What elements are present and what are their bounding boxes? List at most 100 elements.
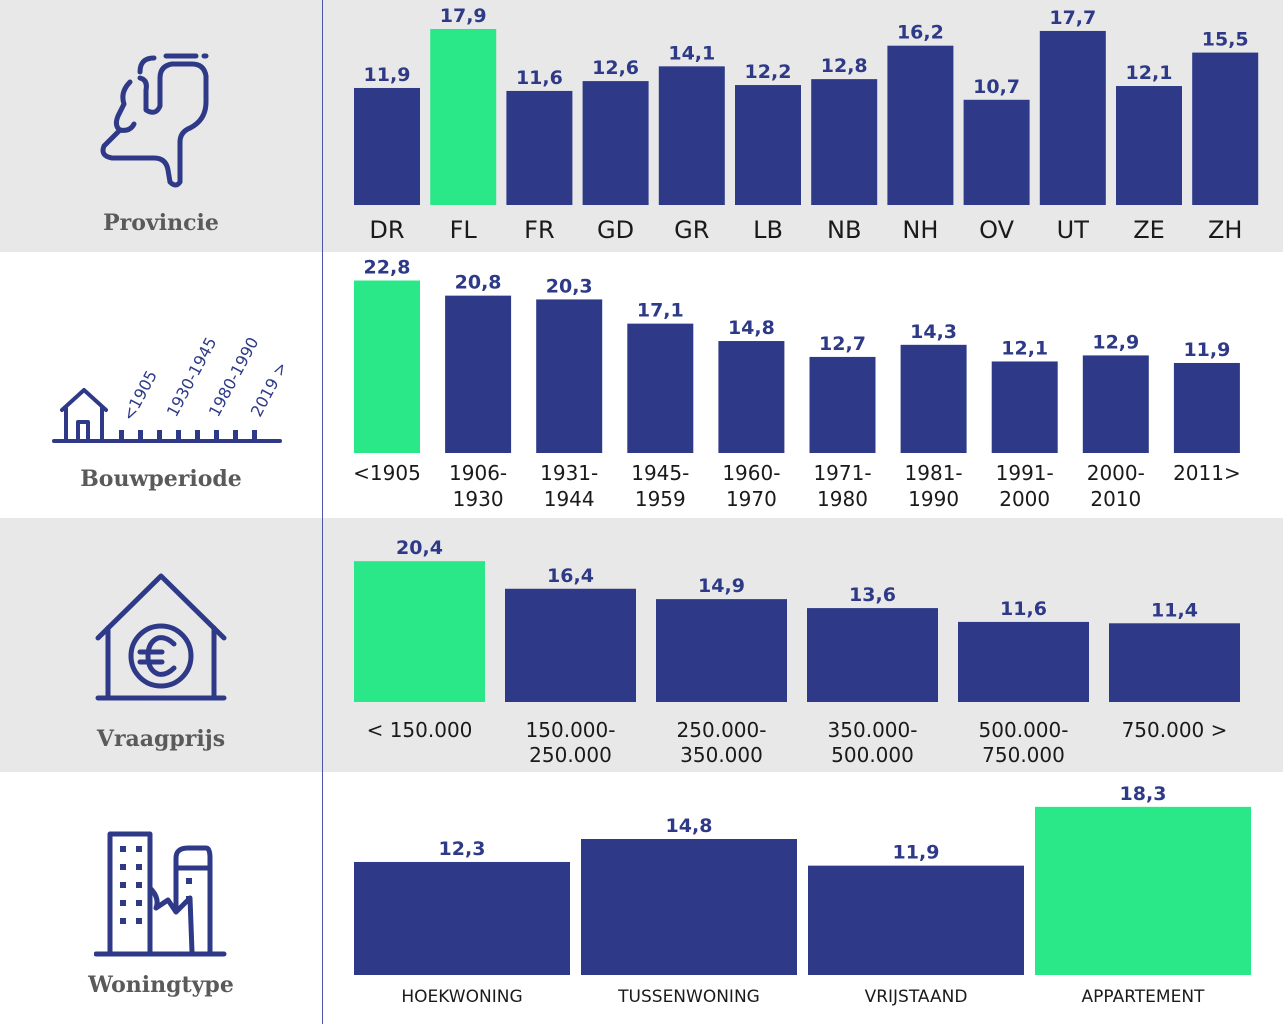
vraagprijs-value-label-2: 14,9 — [698, 575, 745, 597]
provincie-bar-10 — [1116, 86, 1182, 205]
provincie-value-label-5: 12,2 — [745, 61, 792, 83]
provincie-bar-0 — [354, 87, 420, 205]
woningtype-category-label-2: VRIJSTAAND — [865, 987, 968, 1007]
bouwperiode-value-label-6: 14,3 — [910, 321, 957, 343]
provincie-category-label-5: LB — [753, 216, 783, 244]
vraagprijs-bar-0 — [354, 561, 485, 702]
vraagprijs-category-label-2: 250.000-350.000 — [677, 718, 767, 767]
provincie-value-label-6: 12,8 — [821, 55, 868, 77]
bouwperiode-category-label-7: 1991-2000 — [996, 461, 1054, 511]
bouwperiode-bar-1 — [445, 295, 512, 453]
vraagprijs-value-label-0: 20,4 — [396, 537, 443, 559]
woningtype-category-label-0: HOEKWONING — [401, 987, 522, 1007]
bouwperiode-value-label-0: 22,8 — [364, 257, 411, 279]
netherlands-map-icon — [96, 46, 216, 192]
provincie-bar-9 — [1039, 30, 1106, 206]
provincie-category-label-10: ZE — [1133, 216, 1165, 244]
woningtype-category-label-1: TUSSENWONING — [617, 987, 760, 1007]
bouwperiode-value-label-8: 12,9 — [1092, 331, 1139, 353]
vraagprijs-value-label-5: 11,4 — [1151, 599, 1198, 621]
bouwperiode-value-label-2: 20,3 — [546, 275, 593, 297]
provincie-bar-5 — [735, 85, 801, 205]
woningtype-value-label-2: 11,9 — [893, 842, 940, 864]
woningtype-value-label-1: 14,8 — [666, 815, 713, 837]
provincie-category-label-7: NH — [902, 216, 938, 244]
bouwperiode-category-label-1: 1906-1930 — [449, 461, 507, 511]
bouwperiode-value-label-3: 17,1 — [637, 300, 684, 322]
bouwperiode-label: Bouwperiode — [80, 466, 242, 492]
woningtype-bar-3 — [1035, 806, 1251, 975]
house-euro-icon — [94, 572, 228, 704]
vraagprijs-bar-4 — [958, 621, 1089, 702]
bouwperiode-value-label-4: 14,8 — [728, 317, 775, 339]
bouwperiode-bar-9 — [1173, 362, 1240, 453]
provincie-bar-7 — [887, 45, 954, 206]
vraagprijs-bar-3 — [807, 608, 938, 702]
provincie-bar-2 — [506, 90, 573, 205]
provincie-value-label-9: 17,7 — [1049, 7, 1096, 29]
bouwperiode-value-label-1: 20,8 — [455, 272, 502, 294]
vraagprijs-bar-5 — [1109, 623, 1240, 702]
bouwperiode-value-label-9: 11,9 — [1183, 339, 1230, 361]
vraagprijs-category-label-5: 750.000 > — [1122, 718, 1228, 742]
vraagprijs-category-label-0: < 150.000 — [367, 718, 473, 742]
bouwperiode-bar-3 — [627, 323, 694, 453]
woningtype-bar-1 — [581, 839, 797, 975]
bouwperiode-category-label-0: <1905 — [353, 461, 421, 485]
provincie-bar-8 — [963, 99, 1030, 205]
provincie-category-label-4: GR — [674, 216, 709, 244]
vraagprijs-label: Vraagprijs — [96, 726, 226, 752]
bouwperiode-bar-5 — [809, 356, 876, 453]
column-divider — [322, 0, 323, 1024]
bouwperiode-category-label-4: 1960-1970 — [722, 461, 780, 511]
provincie-category-label-9: UT — [1057, 216, 1090, 244]
bouwperiode-bar-8 — [1082, 355, 1149, 453]
provincie-value-label-0: 11,9 — [364, 64, 411, 86]
provincie-value-label-3: 12,6 — [592, 57, 639, 79]
provincie-value-label-8: 10,7 — [973, 76, 1020, 98]
provincie-category-label-8: OV — [979, 216, 1014, 244]
provincie-category-label-6: NB — [827, 216, 861, 244]
bouwperiode-bar-2 — [536, 299, 603, 453]
woningtype-bar-0 — [354, 861, 570, 975]
provincie-bar-6 — [811, 79, 878, 205]
bouwperiode-category-label-5: 1971-1980 — [813, 461, 871, 511]
bouwperiode-category-label-6: 1981-1990 — [905, 461, 963, 511]
provincie-category-label-1: FL — [450, 216, 478, 244]
bouwperiode-value-label-5: 12,7 — [819, 333, 866, 355]
bouwperiode-bar-4 — [718, 341, 785, 453]
provincie-category-label-0: DR — [369, 216, 404, 244]
provincie-value-label-11: 15,5 — [1202, 29, 1249, 51]
vraagprijs-value-label-3: 13,6 — [849, 584, 896, 606]
vraagprijs-bar-2 — [656, 599, 787, 702]
provincie-value-label-1: 17,9 — [440, 5, 487, 27]
provincie-bar-4 — [658, 66, 725, 205]
vraagprijs-bar-1 — [505, 588, 636, 702]
woningtype-category-label-3: APPARTEMENT — [1082, 987, 1206, 1007]
provincie-bar-1 — [430, 28, 497, 205]
buildings-icon — [94, 828, 228, 958]
bouwperiode-bar-0 — [354, 280, 420, 453]
vraagprijs-category-label-1: 150.000-250.000 — [526, 718, 616, 767]
woningtype-bar-2 — [808, 865, 1024, 975]
bouwperiode-category-label-2: 1931-1944 — [540, 461, 598, 511]
provincie-label: Provincie — [103, 210, 219, 236]
provincie-value-label-2: 11,6 — [516, 67, 563, 89]
timeline-house-icon: <1905 1930-1945 1980-1990 2019 > — [50, 330, 290, 450]
vraagprijs-category-label-4: 500.000-750.000 — [979, 718, 1069, 767]
provincie-value-label-7: 16,2 — [897, 22, 944, 44]
provincie-value-label-10: 12,1 — [1126, 62, 1173, 84]
provincie-bar-11 — [1192, 52, 1259, 206]
vraagprijs-value-label-1: 16,4 — [547, 565, 594, 587]
bouwperiode-bar-6 — [900, 344, 967, 453]
provincie-category-label-3: GD — [597, 216, 634, 244]
bouwperiode-category-label-9: 2011> — [1173, 461, 1241, 485]
provincie-value-label-4: 14,1 — [668, 42, 715, 64]
provincie-bar-3 — [582, 81, 649, 205]
bouwperiode-category-label-3: 1945-1959 — [631, 461, 689, 511]
woningtype-label: Woningtype — [88, 972, 234, 998]
vraagprijs-value-label-4: 11,6 — [1000, 598, 1047, 620]
provincie-category-label-2: FR — [524, 216, 554, 244]
provincie-category-label-11: ZH — [1208, 216, 1243, 244]
